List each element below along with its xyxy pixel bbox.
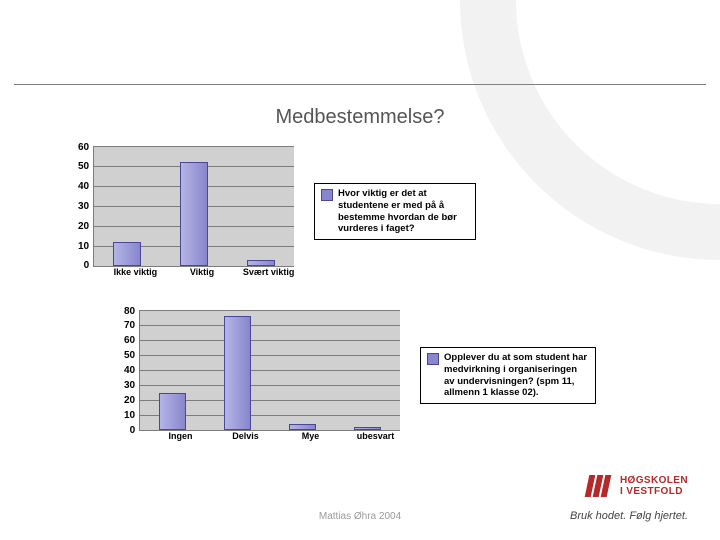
- bar: [247, 260, 275, 266]
- legend-swatch-icon: [321, 189, 333, 201]
- chart2-plot: [139, 310, 400, 431]
- brand-logo: HØGSKOLEN I VESTFOLD: [584, 472, 688, 500]
- chart1-x-axis: Ikke viktigViktigSvært viktig: [102, 267, 302, 277]
- x-tick-label: Delvis: [213, 431, 278, 441]
- logo-line2: I VESTFOLD: [620, 486, 688, 497]
- background-arc: [460, 0, 720, 260]
- chart1-y-axis: 6050403020100: [78, 147, 93, 267]
- x-tick-label: Ingen: [148, 431, 213, 441]
- logo-text: HØGSKOLEN I VESTFOLD: [620, 475, 688, 497]
- x-tick-label: Viktig: [169, 267, 236, 277]
- page-title: Medbestemmelse?: [0, 106, 720, 129]
- chart2-y-axis: 80706050403020100: [124, 311, 139, 431]
- chart2-x-axis: IngenDelvisMyeubesvart: [148, 431, 408, 441]
- chart-2: 80706050403020100 IngenDelvisMyeubesvart…: [124, 310, 596, 441]
- x-tick-label: Svært viktig: [235, 267, 302, 277]
- logo-mark-icon: [584, 472, 612, 500]
- bar: [224, 316, 251, 430]
- chart1-legend: Hvor viktig er det at studentene er med …: [314, 183, 476, 239]
- chart1-legend-text: Hvor viktig er det at studentene er med …: [338, 188, 469, 234]
- logo-line1: HØGSKOLEN: [620, 475, 688, 486]
- bar: [354, 427, 381, 430]
- bar: [289, 424, 316, 430]
- divider-top: [14, 84, 706, 85]
- bar: [159, 393, 186, 431]
- bar: [180, 162, 208, 266]
- x-tick-label: Mye: [278, 431, 343, 441]
- chart-1: 6050403020100 Ikke viktigViktigSvært vik…: [78, 146, 476, 277]
- brand-tagline: Bruk hodet. Følg hjertet.: [570, 510, 688, 522]
- chart2-legend-text: Opplever du at som student har medvirkni…: [444, 352, 589, 398]
- chart2-legend: Opplever du at som student har medvirkni…: [420, 347, 596, 403]
- legend-swatch-icon: [427, 353, 439, 365]
- bar: [113, 242, 141, 266]
- x-tick-label: Ikke viktig: [102, 267, 169, 277]
- chart1-plot: [93, 146, 294, 267]
- x-tick-label: ubesvart: [343, 431, 408, 441]
